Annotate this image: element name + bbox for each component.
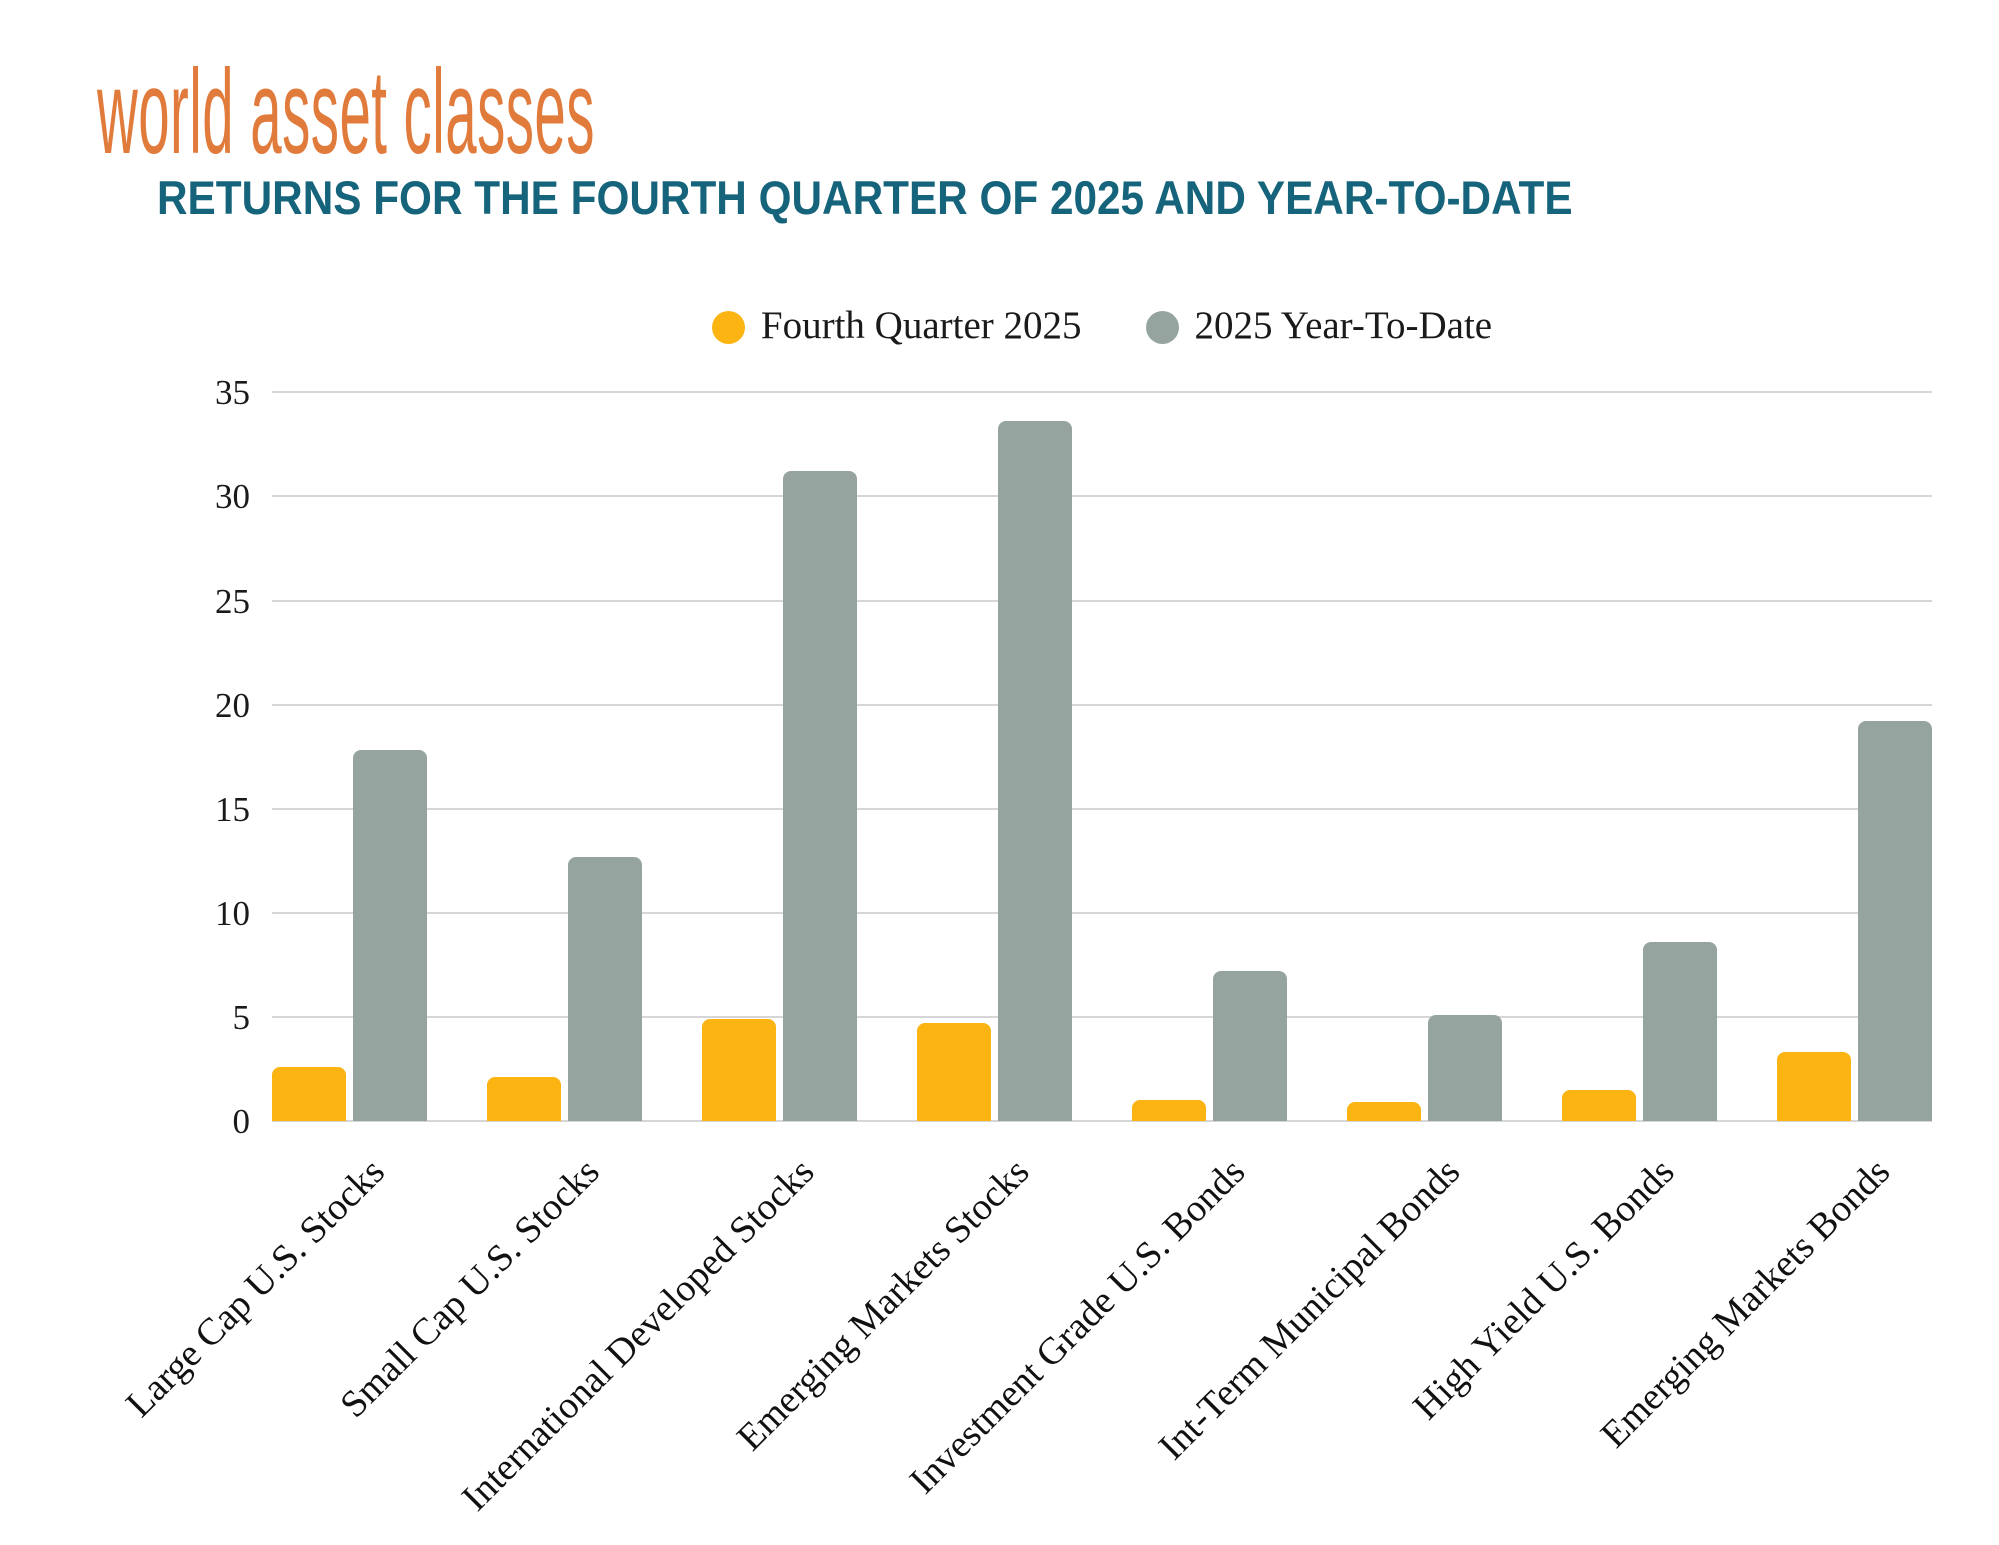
gridline — [272, 599, 1932, 602]
bar-q4 — [487, 1077, 561, 1121]
y-axis-tick-label: 25 — [215, 581, 250, 621]
bar-q4 — [1562, 1090, 1636, 1121]
legend-dot-icon — [1145, 310, 1179, 344]
bar-q4 — [1347, 1102, 1421, 1121]
y-axis-tick-label: 10 — [215, 893, 250, 933]
bar-ytd — [1858, 721, 1932, 1121]
bar-q4 — [1777, 1052, 1851, 1121]
y-axis-tick-label: 5 — [232, 997, 251, 1037]
legend-label: Fourth Quarter 2025 — [760, 303, 1082, 347]
bar-ytd — [1213, 971, 1287, 1121]
bar-q4 — [917, 1023, 991, 1121]
page-subtitle: RETURNS FOR THE FOURTH QUARTER OF 2025 A… — [157, 171, 1573, 224]
y-axis-tick-label: 35 — [215, 373, 250, 413]
chart-legend: Fourth Quarter 2025 2025 Year-To-Date — [272, 305, 1932, 349]
bar-ytd — [568, 857, 642, 1121]
legend-label: 2025 Year-To-Date — [1194, 303, 1493, 347]
bar-q4 — [1132, 1100, 1206, 1121]
y-axis-tick-label: 20 — [215, 685, 250, 725]
bar-q4 — [702, 1019, 776, 1121]
gridline — [272, 911, 1932, 914]
bar-ytd — [1428, 1015, 1502, 1121]
bar-ytd — [998, 421, 1072, 1121]
gridline — [272, 1015, 1932, 1018]
x-axis-category-label: International Developed Stocks — [454, 1150, 823, 1520]
gridline — [272, 807, 1932, 810]
y-axis-tick-label: 15 — [215, 789, 250, 829]
gridline — [272, 703, 1932, 706]
bar-ytd — [353, 750, 427, 1121]
bar-ytd — [1643, 942, 1717, 1121]
gridline — [272, 1120, 1932, 1122]
gridline — [272, 391, 1932, 394]
bar-ytd — [783, 471, 857, 1121]
gridline — [272, 495, 1932, 498]
legend-item: Fourth Quarter 2025 — [711, 303, 1082, 349]
y-axis-tick-label: 30 — [215, 477, 250, 517]
legend-item: 2025 Year-To-Date — [1145, 303, 1493, 349]
y-axis-tick-label: 0 — [232, 1102, 251, 1141]
bar-q4 — [272, 1067, 346, 1121]
page-title: world asset classes — [97, 45, 595, 179]
legend-dot-icon — [711, 310, 745, 344]
